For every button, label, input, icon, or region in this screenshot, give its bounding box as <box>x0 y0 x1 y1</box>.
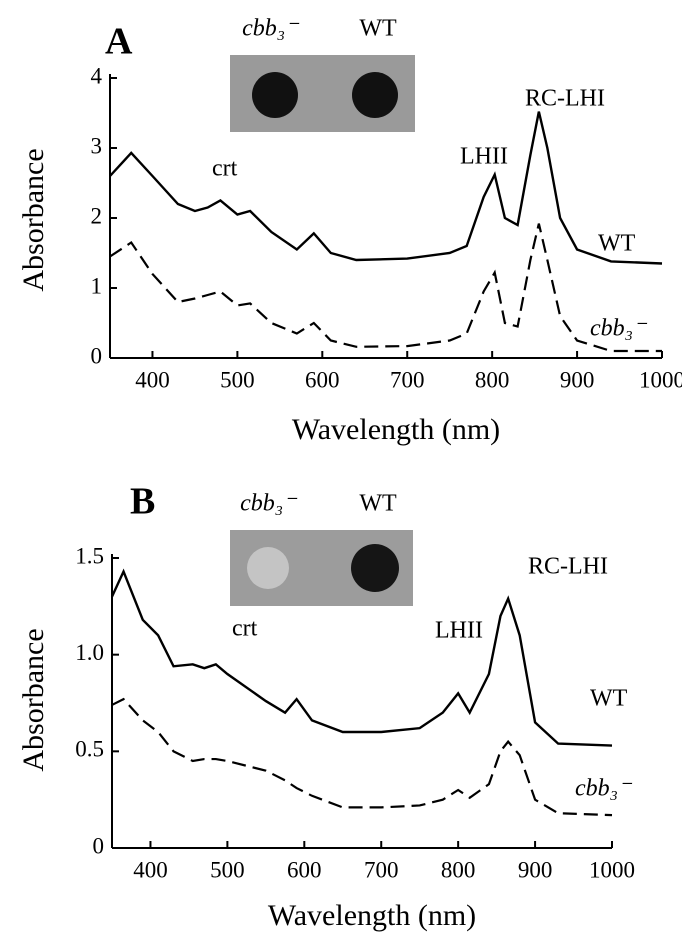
annotation: LHII <box>435 618 483 644</box>
x-tick-label: 600 <box>305 367 340 392</box>
x-tick-label: 800 <box>475 367 510 392</box>
y-tick-label: 0.5 <box>75 737 104 762</box>
annotation: LHII <box>460 144 508 170</box>
y-tick-label: 2 <box>91 203 103 228</box>
y-axis-title: Absorbance <box>17 628 50 771</box>
y-axis-title: Absorbance <box>17 148 50 291</box>
y-tick-label: 1.5 <box>75 543 104 568</box>
x-tick-label: 600 <box>287 857 322 882</box>
annotation: crt <box>232 616 258 642</box>
x-tick-label: 400 <box>135 367 170 392</box>
inset-label: cbb₃⁻ <box>242 16 300 42</box>
spectrum-line <box>110 568 613 747</box>
annotation: RC-LHI <box>525 86 605 112</box>
x-axis-title: Wavelength (nm) <box>268 899 476 932</box>
spectrum-line <box>109 223 662 353</box>
x-tick-label: 700 <box>390 367 425 392</box>
x-tick-label: 500 <box>220 367 255 392</box>
y-tick-label: 4 <box>91 63 103 88</box>
colony <box>351 544 399 592</box>
annotation: WT <box>590 686 628 712</box>
y-tick-label: 0 <box>93 833 105 858</box>
x-tick-label: 700 <box>364 857 399 882</box>
inset-label: cbb₃⁻ <box>240 491 298 517</box>
annotation: cbb₃⁻ <box>590 316 648 342</box>
x-tick-label: 900 <box>518 857 553 882</box>
y-tick-label: 0 <box>91 343 103 368</box>
x-tick-label: 500 <box>210 857 245 882</box>
colony <box>247 547 289 589</box>
spectrum-line <box>109 111 663 265</box>
annotation: cbb₃⁻ <box>575 776 633 802</box>
panel-label: A <box>105 21 133 63</box>
colony <box>252 72 298 118</box>
x-tick-label: 900 <box>560 367 595 392</box>
colony <box>352 72 398 118</box>
y-tick-label: 1.0 <box>75 640 104 665</box>
x-tick-label: 800 <box>441 857 476 882</box>
annotation: crt <box>212 156 238 182</box>
panel-label: B <box>130 481 155 523</box>
y-tick-label: 1 <box>91 273 103 298</box>
inset-label: WT <box>359 491 397 517</box>
spectrum-line <box>111 697 613 817</box>
x-tick-label: 1000 <box>639 367 682 392</box>
y-tick-label: 3 <box>91 133 103 158</box>
x-tick-label: 400 <box>133 857 168 882</box>
x-tick-label: 1000 <box>589 857 635 882</box>
annotation: WT <box>598 231 636 257</box>
x-axis-title: Wavelength (nm) <box>292 413 500 446</box>
annotation: RC-LHI <box>528 554 608 580</box>
inset-label: WT <box>359 16 397 42</box>
